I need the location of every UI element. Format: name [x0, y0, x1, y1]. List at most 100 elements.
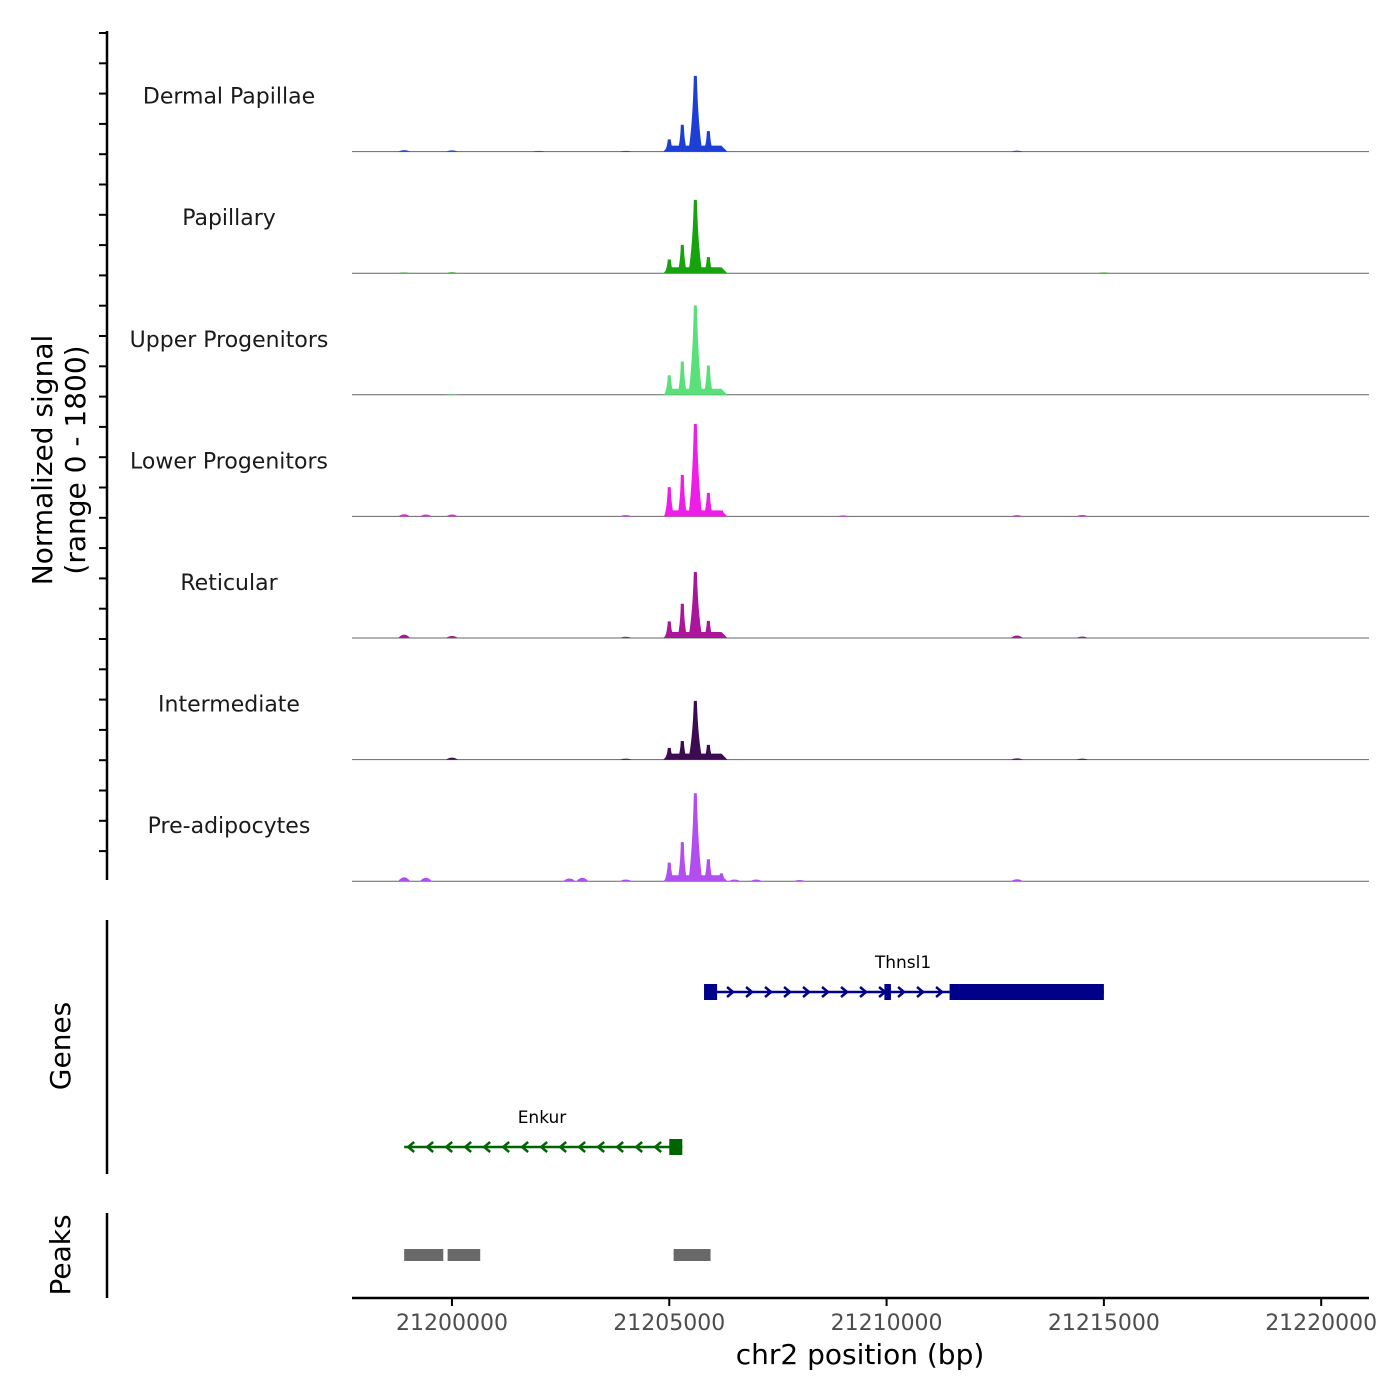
peaks-axis-title: Peaks — [44, 1214, 77, 1295]
signal-peak — [677, 842, 688, 882]
x-tick-label: 21220000 — [1265, 1311, 1377, 1336]
peak-region — [447, 1249, 481, 1261]
track-pre-adipocytes: Pre-adipocytes — [148, 793, 1369, 882]
strand-arrow — [596, 1141, 605, 1153]
signal-peak — [677, 361, 688, 395]
background-signal — [619, 150, 632, 152]
strand-arrow — [935, 986, 944, 998]
strand-arrow — [539, 1141, 548, 1153]
track-label: Lower Progenitors — [130, 449, 328, 474]
signal-peak — [688, 424, 703, 517]
x-tick-label: 21215000 — [1048, 1311, 1160, 1336]
gene-name-label: Thnsl1 — [874, 953, 931, 973]
signal-shoulder — [663, 632, 728, 638]
signal-peak — [688, 305, 703, 395]
background-signal — [445, 636, 458, 638]
background-signal — [750, 879, 763, 882]
gene-annotations: Thnsl1 Enkur — [404, 953, 1104, 1155]
strand-arrow — [634, 1141, 643, 1153]
y-axis-title-line2: (range 0 - 1800) — [59, 345, 92, 574]
background-signal — [398, 272, 411, 274]
background-signal — [563, 878, 576, 882]
strand-arrow — [406, 1141, 415, 1153]
signal-tracks: Dermal Papillae Papillary Upper Progenitor… — [130, 75, 1369, 882]
gene-enkur: Enkur — [404, 1108, 683, 1155]
background-signal — [1010, 150, 1023, 152]
strand-arrow — [501, 1141, 510, 1153]
background-signal — [1010, 635, 1023, 638]
background-signal — [619, 879, 632, 882]
x-tick-label: 21200000 — [396, 1311, 508, 1336]
background-signal — [1076, 636, 1089, 638]
background-signal — [398, 150, 411, 152]
signal-peak — [677, 244, 688, 274]
strand-arrow — [840, 986, 849, 998]
signal-peak — [688, 700, 703, 760]
x-tick-label: 21205000 — [613, 1311, 725, 1336]
peak-regions — [404, 1249, 711, 1261]
strand-arrow — [745, 986, 754, 998]
strand-arrow — [821, 986, 830, 998]
background-signal — [419, 514, 432, 517]
strand-arrow — [482, 1141, 491, 1153]
signal-peak — [688, 793, 703, 882]
track-upper-progenitors: Upper Progenitors — [130, 305, 1369, 396]
signal-shoulder — [663, 267, 728, 274]
track-label: Reticular — [180, 571, 278, 596]
track-reticular: Reticular — [180, 571, 1369, 639]
strand-arrow — [653, 1141, 662, 1153]
track-lower-progenitors: Lower Progenitors — [130, 424, 1369, 517]
background-signal — [619, 758, 632, 760]
signal-peak — [677, 124, 688, 152]
background-signal — [532, 150, 545, 152]
background-signal — [445, 150, 458, 152]
track-intermediate: Intermediate — [158, 693, 1369, 761]
background-signal — [1097, 272, 1110, 274]
x-axis-title: chr2 position (bp) — [736, 1338, 985, 1371]
background-signal — [1010, 879, 1023, 882]
track-label: Papillary — [182, 206, 276, 231]
gene-exon — [949, 984, 1104, 1000]
strand-arrow — [916, 986, 925, 998]
strand-arrow — [783, 986, 792, 998]
genes-axis-title: Genes — [44, 1002, 77, 1090]
background-signal — [398, 634, 411, 638]
gene-thnsl1: Thnsl1 — [704, 953, 1104, 1000]
signal-shoulder — [663, 145, 728, 152]
signal-shoulder — [663, 510, 728, 517]
strand-arrow — [463, 1141, 472, 1153]
background-signal — [445, 272, 458, 274]
background-signal — [837, 515, 850, 517]
strand-arrow — [764, 986, 773, 998]
background-signal — [619, 515, 632, 517]
signal-peak — [703, 365, 714, 395]
peak-region — [673, 1249, 711, 1261]
signal-shoulder — [663, 388, 728, 395]
signal-peak — [677, 474, 688, 517]
strand-arrow — [615, 1141, 624, 1153]
strand-arrow — [444, 1141, 453, 1153]
background-signal — [793, 879, 806, 882]
background-signal — [728, 879, 741, 882]
background-signal — [419, 877, 432, 882]
signal-peak — [664, 487, 675, 517]
signal-peak — [677, 603, 688, 638]
background-signal — [398, 877, 411, 882]
background-signal — [1076, 514, 1089, 517]
background-signal — [1010, 758, 1023, 760]
x-axis-ticks: 21200000 21205000 21210000 21215000 21220000 — [396, 1298, 1377, 1336]
strand-arrow — [897, 986, 906, 998]
gene-name-label: Enkur — [518, 1108, 567, 1128]
strand-arrow — [520, 1141, 529, 1153]
signal-shoulder — [663, 753, 728, 760]
signal-shoulder — [663, 875, 728, 882]
track-label: Upper Progenitors — [130, 328, 329, 353]
track-label: Intermediate — [158, 693, 300, 718]
background-signal — [445, 757, 458, 760]
strand-arrow — [425, 1141, 434, 1153]
peak-region — [404, 1249, 444, 1261]
coverage-y-ticks — [99, 32, 107, 853]
track-dermal-papillae: Dermal Papillae — [143, 75, 1369, 153]
y-axis-title-line1: Normalized signal — [26, 335, 59, 586]
